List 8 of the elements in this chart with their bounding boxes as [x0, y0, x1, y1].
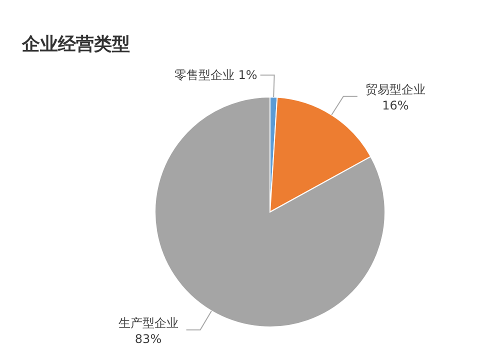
data-label: 83% [134, 332, 162, 346]
data-label: 1% [238, 68, 258, 82]
slice-label: 贸易型企业 [365, 82, 426, 96]
pie-slice [154, 96, 386, 328]
slice-label: 生产型企业 [118, 316, 178, 330]
data-label: 16% [382, 98, 409, 112]
slice-label: 零售型企业 [174, 68, 234, 82]
chart-title: 企业经营类型 [21, 34, 130, 55]
